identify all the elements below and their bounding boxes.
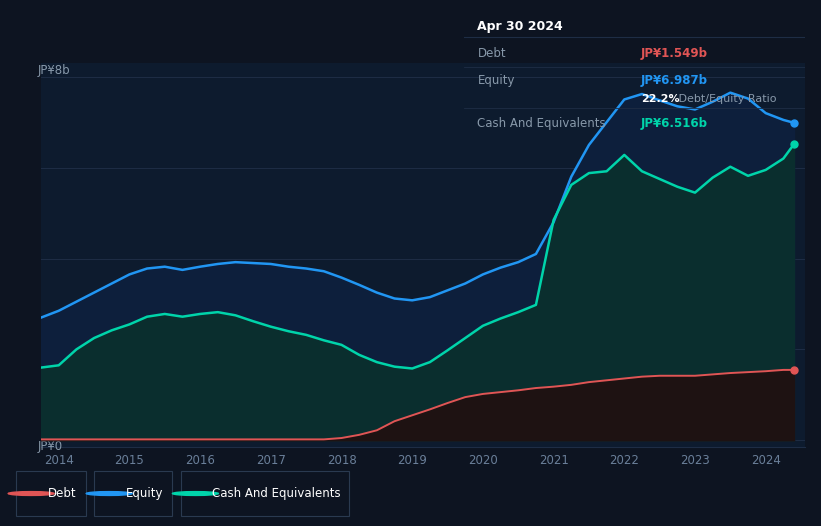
Circle shape [8,492,54,495]
Text: Cash And Equivalents: Cash And Equivalents [478,117,606,129]
Text: Equity: Equity [478,75,515,87]
Circle shape [86,492,132,495]
Point [787,366,800,374]
Text: Equity: Equity [126,487,163,500]
Text: Debt/Equity Ratio: Debt/Equity Ratio [675,94,777,104]
Text: Cash And Equivalents: Cash And Equivalents [212,487,341,500]
FancyBboxPatch shape [181,471,349,515]
Point [787,118,800,127]
Point [787,140,800,148]
Text: JP¥1.549b: JP¥1.549b [641,47,708,60]
Text: Debt: Debt [478,47,506,60]
FancyBboxPatch shape [16,471,86,515]
Text: JP¥0: JP¥0 [37,440,62,453]
Text: JP¥6.987b: JP¥6.987b [641,75,708,87]
Text: 22.2%: 22.2% [641,94,680,104]
Circle shape [172,492,218,495]
Text: Apr 30 2024: Apr 30 2024 [478,20,563,33]
FancyBboxPatch shape [94,471,172,515]
Text: Debt: Debt [48,487,76,500]
Text: JP¥8b: JP¥8b [37,64,70,77]
Text: JP¥6.516b: JP¥6.516b [641,117,708,129]
